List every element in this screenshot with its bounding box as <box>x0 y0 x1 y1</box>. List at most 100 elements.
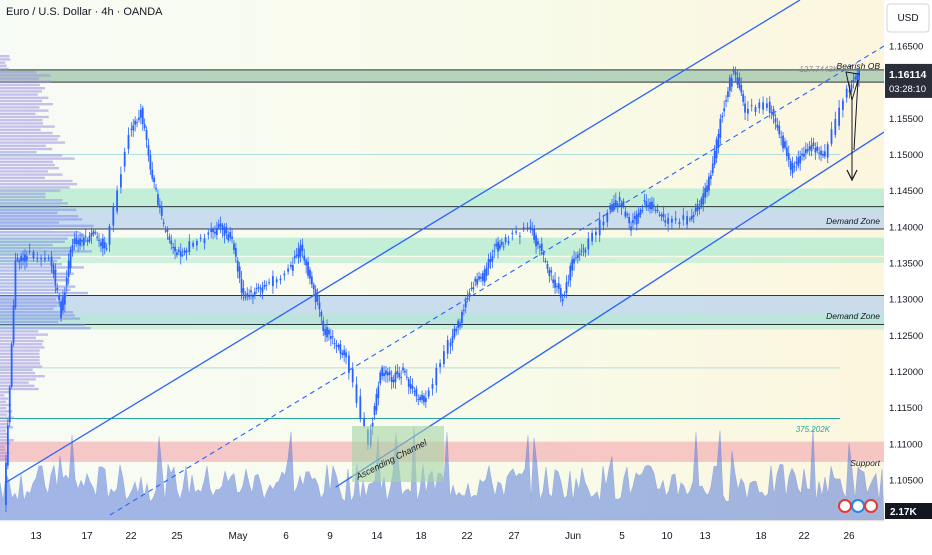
candle-body <box>462 309 465 312</box>
candle-body <box>307 261 309 276</box>
candle-body <box>439 363 441 368</box>
candle-body <box>721 115 724 118</box>
price-tick-label: 1.14000 <box>889 222 923 233</box>
candle-body <box>507 241 510 244</box>
candle-body <box>810 144 813 152</box>
candle-body <box>390 376 393 382</box>
candle-body <box>727 91 729 98</box>
profile-bar <box>0 307 54 311</box>
candle-body <box>149 155 152 170</box>
candle-body <box>10 344 13 387</box>
candle-body <box>671 218 673 223</box>
profile-bar <box>0 240 65 243</box>
candle-body <box>86 239 89 243</box>
candle-body <box>628 217 631 224</box>
candle-body <box>822 154 824 156</box>
candle-body <box>431 384 434 389</box>
date-tick-label: Jun <box>565 531 581 542</box>
candle-body <box>261 287 264 293</box>
candle-body <box>6 425 9 466</box>
profile-bar <box>0 371 36 375</box>
candle-body <box>50 256 53 266</box>
candle-body <box>575 257 577 259</box>
candle-body <box>711 163 714 174</box>
candle-body <box>795 161 798 164</box>
candle-body <box>544 260 547 262</box>
candle-body <box>383 372 385 377</box>
candle-body <box>696 203 699 211</box>
candle-body <box>587 238 590 250</box>
green-zone-a <box>0 188 884 209</box>
profile-bar <box>0 272 74 275</box>
candle-body <box>312 284 315 290</box>
candle-body <box>700 198 703 207</box>
channel-label-box <box>352 426 444 482</box>
candle-body <box>776 124 779 128</box>
candle-body <box>489 258 492 262</box>
candle-body <box>620 202 623 208</box>
candle-body <box>493 250 496 252</box>
candle-body <box>717 133 720 149</box>
candle-body <box>455 328 458 332</box>
candle-body <box>548 269 551 277</box>
price-tick-label: 1.13000 <box>889 295 923 306</box>
candle-body <box>375 394 378 411</box>
candle-body <box>630 226 632 231</box>
candle-body <box>16 258 19 261</box>
profile-bar <box>0 451 10 455</box>
candle-body <box>754 107 757 112</box>
candle-body <box>272 276 274 287</box>
candle-body <box>537 241 539 245</box>
candle-body <box>40 258 42 260</box>
profile-bar <box>0 301 63 304</box>
candle-body <box>79 238 81 246</box>
candle-body <box>606 212 609 223</box>
candle-body <box>134 120 137 125</box>
candle-body <box>411 385 414 389</box>
candle-body <box>166 228 169 232</box>
candle-body <box>203 238 206 244</box>
volume-value-box <box>885 503 932 519</box>
candle-body <box>192 242 194 247</box>
candle-body <box>443 351 445 365</box>
candle-body <box>299 245 302 257</box>
candle-body <box>706 185 708 193</box>
green-zone-b <box>0 237 884 256</box>
candle-body <box>199 237 202 239</box>
candle-body <box>233 243 235 251</box>
candle-body <box>320 311 323 317</box>
candle-body <box>799 155 802 164</box>
candle-body <box>136 122 138 124</box>
candle-body <box>622 200 625 207</box>
candle-body <box>275 279 278 283</box>
candle-body <box>324 328 327 336</box>
profile-bar <box>0 55 10 58</box>
candle-body <box>557 283 560 289</box>
candle-body <box>826 144 829 158</box>
profile-bar <box>0 106 40 109</box>
profile-bar <box>0 269 58 272</box>
profile-bar <box>0 199 63 202</box>
profile-bar <box>0 362 41 365</box>
candle-body <box>20 256 23 262</box>
profile-bar <box>0 131 53 135</box>
candle-body <box>105 248 108 250</box>
profile-bar <box>0 64 7 67</box>
candle-body <box>265 284 268 286</box>
profile-bar <box>0 138 58 141</box>
profile-bar <box>0 71 37 74</box>
candle-body <box>682 215 685 220</box>
candle-body <box>77 240 80 245</box>
candle-body <box>674 218 677 221</box>
profile-bar <box>0 426 14 429</box>
candle-body <box>339 344 342 354</box>
candle-body <box>246 293 249 297</box>
profile-bar <box>0 327 91 330</box>
profile-bar <box>0 279 70 282</box>
candle-body <box>12 305 15 344</box>
candle-body <box>28 251 31 253</box>
candle-body <box>168 236 171 240</box>
candle-body <box>464 300 467 308</box>
currency-label: USD <box>897 13 918 24</box>
